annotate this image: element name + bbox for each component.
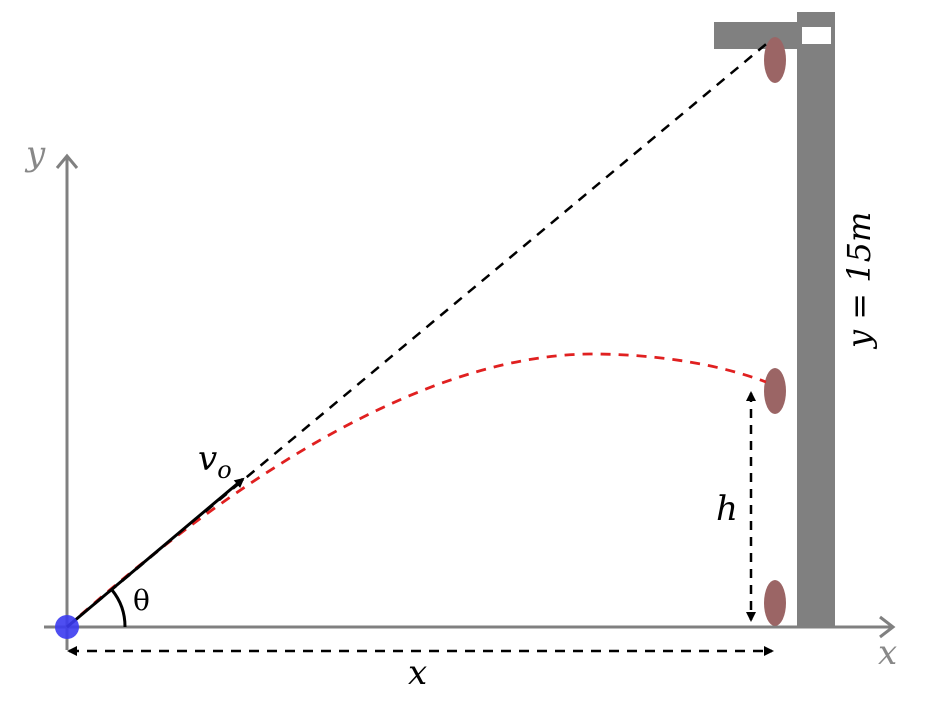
- velocity-label: vo: [198, 439, 232, 484]
- projectile-ball: [55, 615, 79, 639]
- y-axis-arrowhead: [55, 153, 79, 169]
- wall: [797, 12, 835, 627]
- angle-arc: [110, 589, 127, 628]
- target-bottom: [764, 580, 786, 626]
- wall-window: [802, 27, 831, 44]
- wall-height-label: y = 15m: [840, 212, 878, 350]
- height-label: h: [716, 489, 738, 529]
- distance-label: x: [408, 653, 427, 693]
- target-middle: [764, 368, 786, 414]
- target-top: [764, 37, 786, 83]
- y-axis-label: y: [24, 134, 46, 174]
- x-axis-label: x: [878, 633, 897, 673]
- wall-top-ledge: [714, 22, 804, 49]
- angle-label: θ: [133, 584, 150, 617]
- x-axis-arrowhead: [879, 615, 896, 639]
- velocity-vector: [66, 477, 245, 629]
- trajectory-curve: [66, 352, 767, 629]
